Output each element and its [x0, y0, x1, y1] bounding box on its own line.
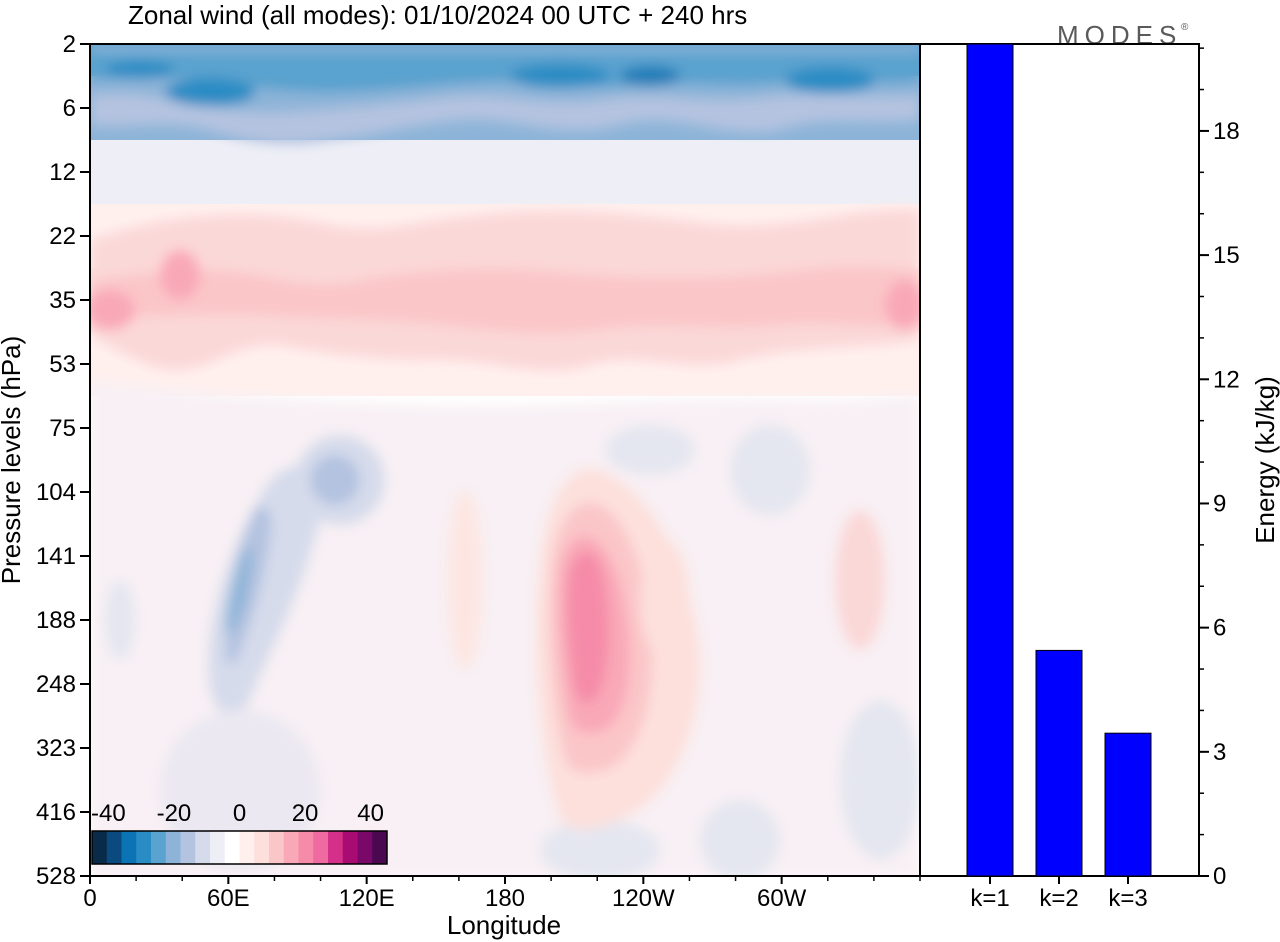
colorbar-swatch	[121, 831, 137, 864]
heatmap-features	[90, 44, 920, 876]
pressure-tick-label: 104	[36, 479, 76, 506]
y-axis-label: Pressure levels (hPa)	[0, 336, 26, 585]
colorbar-frame	[91, 830, 388, 865]
colorbar-swatch	[372, 831, 388, 864]
energy-tick-label: 18	[1213, 118, 1240, 145]
pressure-tick-label: 416	[36, 799, 76, 826]
longitude-tick-label: 180	[485, 885, 525, 912]
energy-bar	[1035, 649, 1083, 877]
energy-bar-panel: k=1 k=2 k=3 0 3 6 9 12 15 18 Energy (kJ/kg)	[919, 43, 1280, 912]
pressure-tick-label: 188	[36, 607, 76, 634]
colorbar-label: 0	[233, 800, 246, 827]
heatmap-band	[90, 140, 920, 204]
pressure-tick-label: 528	[36, 863, 76, 890]
colorbar-swatch	[239, 831, 255, 864]
longitude-tick-label: 60E	[207, 885, 250, 912]
energy-bar	[1104, 732, 1152, 877]
pressure-tick-label: 6	[63, 95, 76, 122]
colorbar-swatch	[342, 831, 358, 864]
colorbar-swatch	[298, 831, 314, 864]
colorbar-swatches	[92, 831, 388, 864]
energy-tick-label: 6	[1213, 615, 1226, 642]
colorbar-swatch	[224, 831, 240, 864]
energy-tick-label: 12	[1213, 366, 1240, 393]
pressure-tick-label: 53	[49, 351, 76, 378]
pressure-tick-label: 141	[36, 543, 76, 570]
colorbar-label: 20	[292, 800, 319, 827]
colorbar-swatch	[195, 831, 211, 864]
longitude-tick-label: 60W	[757, 885, 807, 912]
pressure-tick-label: 248	[36, 671, 76, 698]
colorbar-swatch	[269, 831, 285, 864]
colorbar-swatch	[165, 831, 181, 864]
energy-tick-label: 0	[1213, 863, 1226, 890]
bar-category-label: k=2	[1039, 885, 1078, 912]
colorbar-swatch	[283, 831, 299, 864]
colorbar-labels: -40 -20 0 20 40	[91, 800, 384, 827]
energy-bars	[966, 43, 1152, 877]
pressure-tick-label: 35	[49, 287, 76, 314]
colorbar-swatch	[106, 831, 122, 864]
colorbar-label: -40	[91, 800, 126, 827]
colorbar-swatch	[92, 831, 108, 864]
colorbar-label: 40	[357, 800, 384, 827]
pressure-axis: 2 6 12 22 35 53 75 104 141 188 248 323 416 528	[36, 31, 90, 890]
bar-category-label: k=3	[1108, 885, 1147, 912]
colorbar-swatch	[328, 831, 344, 864]
heatmap-panel: 2 6 12 22 35 53 75 104 141 188 248 323 416 528 0 60E 12…	[0, 31, 921, 940]
longitude-tick-label: 120W	[612, 885, 675, 912]
pressure-tick-label: 323	[36, 735, 76, 762]
energy-tick-label: 15	[1213, 242, 1240, 269]
colorbar-swatch	[313, 831, 329, 864]
energy-axis-label: Energy (kJ/kg)	[1250, 376, 1280, 544]
energy-tick-label: 3	[1213, 739, 1226, 766]
longitude-axis: 0 60E 120E 180 120W 60W	[83, 876, 921, 912]
pressure-tick-label: 2	[63, 31, 76, 58]
pressure-tick-label: 75	[49, 415, 76, 442]
colorbar-swatch	[136, 831, 152, 864]
longitude-tick-label: 120E	[339, 885, 395, 912]
colorbar-swatch	[180, 831, 196, 864]
longitude-tick-label: 0	[83, 885, 96, 912]
bar-category-label: k=1	[970, 885, 1009, 912]
pressure-tick-label: 12	[49, 159, 76, 186]
colorbar: -40 -20 0 20 40	[91, 800, 388, 865]
energy-bar	[966, 43, 1014, 877]
energy-axis: 0 3 6 9 12 15 18	[1199, 47, 1240, 890]
colorbar-swatch	[210, 831, 226, 864]
heatmap-field	[90, 44, 920, 876]
colorbar-swatch	[254, 831, 270, 864]
chart-title: Zonal wind (all modes): 01/10/2024 00 UT…	[128, 0, 747, 30]
x-axis-label: Longitude	[447, 910, 561, 940]
colorbar-swatch	[151, 831, 167, 864]
colorbar-swatch	[357, 831, 373, 864]
brand-mark: ®	[1181, 22, 1189, 33]
colorbar-label: -20	[157, 800, 192, 827]
energy-tick-label: 9	[1213, 490, 1226, 517]
bar-category-axis: k=1 k=2 k=3	[970, 876, 1148, 912]
pressure-tick-label: 22	[49, 223, 76, 250]
